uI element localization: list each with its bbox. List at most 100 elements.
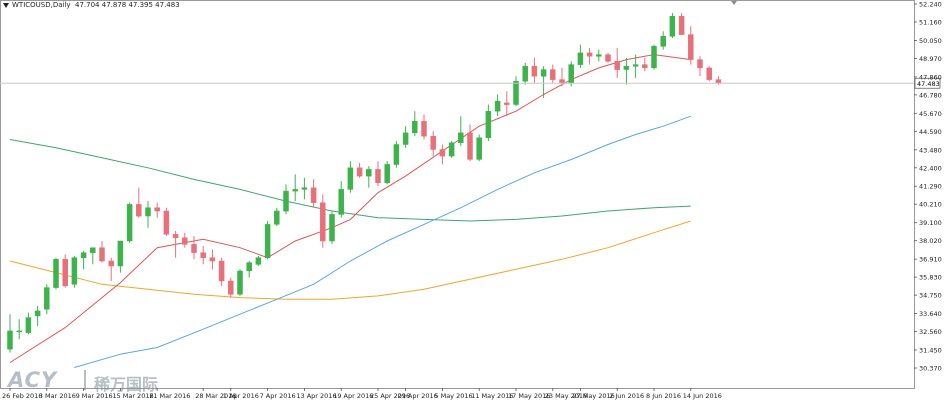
candle-bear	[467, 132, 473, 160]
current-price-tag	[914, 77, 941, 89]
x-tick-label: 21 Mar 2016	[149, 392, 190, 400]
y-tick-label: 39.100	[919, 219, 942, 227]
candle-bear	[136, 204, 142, 217]
candle-bear	[172, 234, 179, 238]
candle-bull	[366, 169, 372, 177]
candle-bear	[715, 79, 722, 84]
candle-bull	[145, 207, 151, 217]
candle-bear	[191, 244, 197, 253]
y-tick-label: 51.160	[919, 19, 942, 27]
candle-bull	[540, 69, 547, 77]
x-tick-label: 26 Feb 2016	[2, 392, 42, 400]
candle-bull	[25, 317, 32, 333]
ma-red-line	[9, 54, 691, 363]
y-tick-label: 34.750	[919, 292, 942, 300]
candle-bull	[292, 189, 298, 192]
candle-bull	[568, 64, 574, 84]
chart-border	[0, 0, 915, 389]
candle-bear	[439, 149, 446, 157]
y-tick-label: 52.240	[919, 1, 942, 9]
x-tick-label: 17 May 2016	[508, 392, 550, 400]
current-price-line: 47.483	[0, 77, 941, 89]
candle-bear	[99, 247, 105, 262]
x-tick-label: 5 May 2016	[434, 392, 472, 400]
candle-bear	[375, 169, 381, 183]
x-tick-label: 23 May 2016	[545, 392, 587, 400]
candle-bear	[421, 120, 427, 137]
logo-divider	[84, 370, 86, 390]
symbol-header: WTICOUSD,Daily 47.704 47.878 47.395 47.4…	[3, 1, 180, 9]
candle-bear	[108, 260, 114, 267]
price-axis[interactable]: 52.240 51.160 50.050 48.970 47.860 46.780 45.6…	[914, 1, 942, 373]
candle-bull	[71, 257, 78, 285]
candles	[7, 13, 722, 353]
candle-bear	[706, 67, 712, 80]
y-tick-label: 33.640	[919, 310, 942, 318]
y-tick-label: 43.480	[919, 146, 942, 154]
y-tick-label: 38.020	[919, 237, 942, 245]
candle-bull	[347, 167, 354, 190]
candle-bull	[577, 52, 584, 65]
y-tick-label: 31.450	[919, 347, 942, 355]
candle-bull	[651, 46, 657, 69]
y-tick-label: 30.370	[919, 365, 942, 373]
candle-bear	[504, 102, 510, 105]
x-tick-label: 29 Apr 2016	[398, 392, 438, 400]
candle-bear	[310, 187, 317, 203]
candle-bear	[163, 210, 170, 235]
candle-bear	[356, 167, 363, 177]
candle-bear	[559, 79, 565, 84]
candle-bull	[448, 142, 455, 157]
candle-bear	[550, 69, 556, 80]
candle-bull	[384, 164, 390, 183]
candle-bear	[697, 59, 703, 69]
candle-bear	[209, 257, 216, 262]
y-tick-label: 41.290	[919, 183, 942, 191]
candle-bull	[485, 110, 492, 139]
candle-bear	[320, 202, 326, 242]
x-tick-label: 27 May 2016	[572, 392, 614, 400]
chart-menu-arrow-icon[interactable]	[3, 2, 9, 8]
candle-bear	[430, 135, 436, 150]
x-tick-label: 3 Mar 2016	[39, 392, 76, 400]
candle-bull	[513, 80, 519, 105]
candle-bear	[200, 252, 206, 258]
candle-bull	[90, 247, 96, 253]
y-tick-label: 42.400	[919, 164, 942, 172]
candle-bull	[393, 144, 400, 165]
candle-bull	[283, 190, 289, 212]
candle-bull	[338, 189, 344, 215]
candle-bull	[329, 214, 335, 242]
candle-bull	[117, 240, 124, 267]
x-tick-label: 19 Apr 2016	[333, 392, 373, 400]
y-tick-label: 44.590	[919, 128, 942, 136]
candle-bear	[228, 280, 234, 295]
candle-bull	[237, 270, 243, 295]
candle-bull	[402, 132, 409, 145]
x-tick-label: 11 May 2016	[471, 392, 513, 400]
ohlc-values: 47.704 47.878 47.395 47.483	[75, 1, 180, 9]
y-tick-label: 47.860	[919, 73, 942, 81]
y-tick-label: 50.050	[919, 37, 942, 45]
y-tick-label: 40.210	[919, 201, 942, 209]
ma-blue-line	[74, 115, 691, 368]
candle-bear	[62, 259, 68, 287]
candle-bull	[660, 36, 666, 47]
candle-bear	[154, 207, 160, 212]
broker-logo: ACY 稀万国际	[6, 368, 166, 394]
candle-bear	[642, 64, 648, 69]
x-tick-label: 1 Apr 2016	[223, 392, 259, 400]
x-tick-label: 25 Apr 2016	[370, 392, 410, 400]
x-tick-label: 9 Mar 2016	[76, 392, 113, 400]
x-tick-label: 8 Jun 2016	[646, 392, 681, 400]
logo-brand: ACY	[8, 368, 58, 392]
candle-bull	[255, 257, 262, 265]
candle-bull	[669, 16, 676, 37]
shift-marker-icon[interactable]	[731, 1, 737, 5]
candle-bull	[16, 330, 22, 333]
candle-bull	[522, 65, 528, 82]
candle-bull	[301, 187, 308, 190]
candle-bull	[34, 310, 41, 317]
